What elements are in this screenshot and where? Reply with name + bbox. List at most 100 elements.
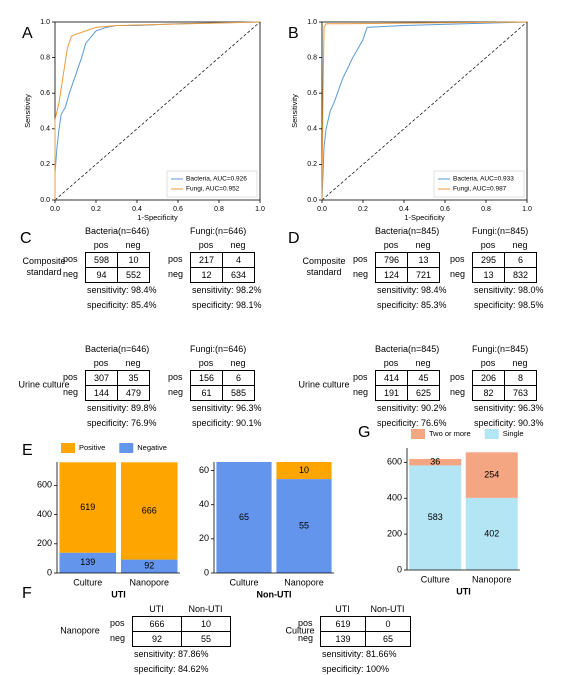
y-tick-label: 0.6	[307, 90, 317, 97]
table-note: specificity: 84.62%	[134, 664, 209, 674]
table-cell: 307	[85, 370, 118, 386]
column-header: pos	[198, 358, 214, 368]
legend-label: Bacteria, AUC=0.933	[453, 176, 514, 183]
column-header: pos	[198, 240, 214, 250]
row-label: neg	[450, 387, 466, 397]
column-header: pos	[93, 240, 109, 250]
x-tick-label: Culture	[421, 574, 450, 584]
column-header: Non-UTI	[188, 604, 223, 614]
x-axis-label: UTI	[111, 589, 126, 599]
table-title: Bacteria(n=845)	[375, 344, 440, 354]
y-tick-label: 0.6	[40, 90, 50, 97]
value-label: 666	[142, 505, 157, 515]
legend-label: Two or more	[429, 429, 471, 438]
table-cell: 13	[407, 252, 440, 268]
x-tick-label: 1.0	[522, 206, 532, 213]
legend-label: Fungi, AUC=0.952	[186, 186, 240, 193]
y-tick-label: 0.0	[40, 197, 50, 204]
row-label: pos	[63, 254, 78, 264]
row-label: neg	[110, 633, 126, 643]
legend-label: Positive	[79, 443, 105, 452]
table-note: specificity: 98.1%	[192, 300, 262, 310]
bar-segment	[59, 552, 117, 573]
y-tick-label: 1.0	[307, 19, 317, 26]
table-cell: 625	[407, 385, 440, 401]
y-tick-label: 40	[199, 499, 209, 509]
legend-swatch	[119, 443, 134, 453]
table-note: specificity: 76.6%	[377, 418, 447, 428]
y-tick-label: 400	[37, 509, 52, 519]
value-label: 619	[80, 502, 95, 512]
x-tick-label: Nanopore	[284, 577, 324, 587]
group-label: Culture	[285, 625, 315, 636]
x-tick-label: 0.8	[214, 206, 224, 213]
table-cell: 65	[365, 631, 411, 647]
table-note: specificity: 90.1%	[192, 418, 262, 428]
chance-line	[321, 21, 528, 201]
x-tick-label: 0.6	[440, 206, 450, 213]
table-note: sensitivity: 96.3%	[192, 403, 262, 413]
value-label: 65	[239, 512, 249, 522]
table-cell: 4	[222, 252, 255, 268]
row-label: neg	[168, 269, 184, 279]
y-tick-label: 600	[387, 457, 402, 467]
table-cell: 295	[472, 252, 505, 268]
table-note: specificity: 90.3%	[474, 418, 544, 428]
row-label: neg	[298, 633, 314, 643]
table-cell: 94	[85, 267, 118, 283]
bar-segment	[59, 462, 117, 553]
row-label: pos	[450, 254, 465, 264]
table-cell: 124	[375, 267, 408, 283]
table-cell: 156	[190, 370, 223, 386]
panel-letter: F	[22, 585, 32, 602]
table-cell: 721	[407, 267, 440, 283]
x-tick-label: 0.6	[173, 206, 183, 213]
value-label: 402	[484, 528, 499, 538]
table-cell: 832	[504, 267, 537, 283]
table-note: specificity: 100%	[322, 664, 390, 674]
bar-segment	[465, 497, 518, 570]
table-note: sensitivity: 89.8%	[87, 403, 157, 413]
panel-letter: C	[20, 230, 32, 247]
group-label: Composite standard	[302, 256, 346, 277]
chance-line	[54, 21, 261, 201]
panel-letter: B	[288, 25, 299, 42]
x-tick-label: 0.2	[358, 206, 368, 213]
legend-label: Single	[503, 429, 524, 438]
column-header: neg	[512, 240, 528, 250]
row-label: pos	[450, 372, 465, 382]
table-title: Fungi:(n=845)	[472, 344, 529, 354]
y-tick-label: 200	[37, 538, 52, 548]
column-header: neg	[125, 358, 141, 368]
y-tick-label: 200	[387, 528, 402, 538]
group-label: Urine culture	[18, 379, 70, 390]
table-cell: 634	[222, 267, 255, 283]
group-label: Urine culture	[298, 379, 350, 390]
row-label: pos	[110, 618, 125, 628]
table-cell: 55	[181, 631, 231, 647]
x-axis-label: 1-Specificity	[137, 213, 178, 222]
table-cell: 139	[320, 631, 366, 647]
bar-segment	[465, 452, 518, 498]
column-header: neg	[415, 240, 431, 250]
table-note: specificity: 85.3%	[377, 300, 447, 310]
bar-segment	[276, 479, 332, 573]
x-tick-label: 1.0	[255, 206, 265, 213]
table-title: Fungi:(n=845)	[472, 226, 529, 236]
table-cell: 6	[222, 370, 255, 386]
y-tick-label: 0.8	[307, 54, 317, 61]
x-tick-label: 0.4	[399, 206, 409, 213]
row-label: neg	[168, 387, 184, 397]
y-axis-label: Sensitivity	[290, 94, 299, 128]
roc-curve	[321, 21, 528, 201]
bar-segment	[409, 465, 462, 570]
row-label: neg	[63, 269, 79, 279]
table-note: sensitivity: 98.0%	[474, 285, 544, 295]
y-tick-label: 0.2	[307, 161, 317, 168]
roc-curve	[54, 21, 261, 200]
table-note: sensitivity: 90.2%	[377, 403, 447, 413]
column-header: neg	[125, 240, 141, 250]
x-tick-label: Culture	[73, 577, 102, 587]
table-cell: 585	[222, 385, 255, 401]
